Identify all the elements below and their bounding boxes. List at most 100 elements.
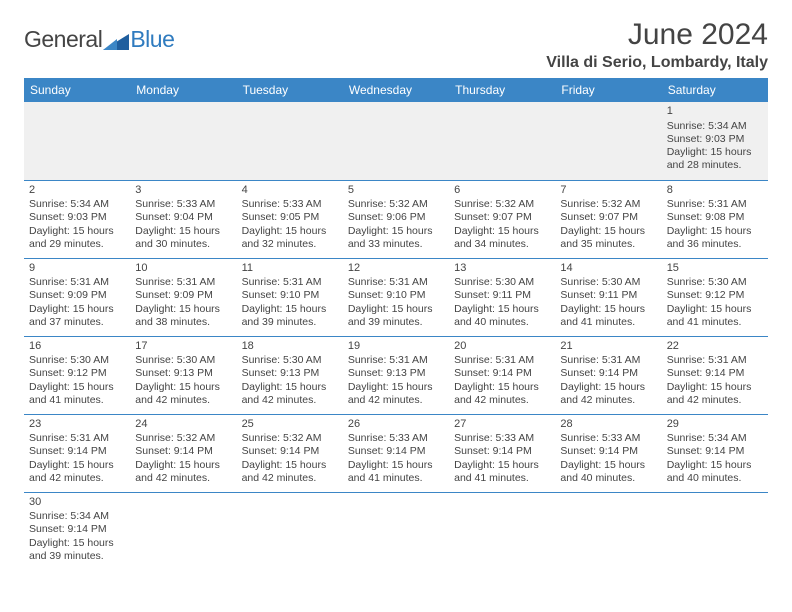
calendar-cell: 8Sunrise: 5:31 AMSunset: 9:08 PMDaylight… [662,180,768,258]
calendar-row: 9Sunrise: 5:31 AMSunset: 9:09 PMDaylight… [24,258,768,336]
daylight-text: and 40 minutes. [560,472,656,485]
day-number: 28 [560,418,656,432]
daylight-text: and 42 minutes. [560,394,656,407]
day-number: 18 [242,340,338,354]
calendar-cell [24,102,130,180]
sunset-text: Sunset: 9:13 PM [242,367,338,380]
day-number: 8 [667,184,763,198]
day-number: 22 [667,340,763,354]
day-number: 23 [29,418,125,432]
daylight-text: Daylight: 15 hours [242,303,338,316]
header: General Blue June 2024 Villa di Serio, L… [24,18,768,72]
sunrise-text: Sunrise: 5:31 AM [29,432,125,445]
sunrise-text: Sunrise: 5:31 AM [348,276,444,289]
daylight-text: Daylight: 15 hours [135,225,231,238]
sunset-text: Sunset: 9:14 PM [454,445,550,458]
day-number: 13 [454,262,550,276]
daylight-text: and 42 minutes. [348,394,444,407]
weekday-header: Wednesday [343,78,449,102]
day-number: 24 [135,418,231,432]
daylight-text: Daylight: 15 hours [348,225,444,238]
sunset-text: Sunset: 9:12 PM [667,289,763,302]
daylight-text: and 40 minutes. [667,472,763,485]
sunrise-text: Sunrise: 5:31 AM [667,198,763,211]
sunset-text: Sunset: 9:10 PM [348,289,444,302]
daylight-text: and 42 minutes. [667,394,763,407]
daylight-text: and 41 minutes. [29,394,125,407]
sunset-text: Sunset: 9:07 PM [454,211,550,224]
calendar-row: 1Sunrise: 5:34 AMSunset: 9:03 PMDaylight… [24,102,768,180]
calendar-cell: 19Sunrise: 5:31 AMSunset: 9:13 PMDayligh… [343,336,449,414]
calendar-cell [449,492,555,570]
calendar-cell: 3Sunrise: 5:33 AMSunset: 9:04 PMDaylight… [130,180,236,258]
sunrise-text: Sunrise: 5:34 AM [29,198,125,211]
day-number: 12 [348,262,444,276]
day-number: 27 [454,418,550,432]
sunset-text: Sunset: 9:09 PM [135,289,231,302]
daylight-text: Daylight: 15 hours [560,381,656,394]
sunset-text: Sunset: 9:14 PM [29,523,125,536]
day-number: 11 [242,262,338,276]
daylight-text: and 42 minutes. [135,394,231,407]
sunset-text: Sunset: 9:09 PM [29,289,125,302]
daylight-text: Daylight: 15 hours [29,303,125,316]
calendar-cell: 23Sunrise: 5:31 AMSunset: 9:14 PMDayligh… [24,414,130,492]
sunset-text: Sunset: 9:11 PM [560,289,656,302]
month-title: June 2024 [546,18,768,52]
daylight-text: and 28 minutes. [667,159,763,172]
calendar-cell: 25Sunrise: 5:32 AMSunset: 9:14 PMDayligh… [237,414,343,492]
daylight-text: Daylight: 15 hours [667,146,763,159]
sunrise-text: Sunrise: 5:31 AM [667,354,763,367]
day-number: 4 [242,184,338,198]
calendar-cell: 4Sunrise: 5:33 AMSunset: 9:05 PMDaylight… [237,180,343,258]
calendar-cell [237,102,343,180]
daylight-text: and 41 minutes. [560,316,656,329]
sunset-text: Sunset: 9:06 PM [348,211,444,224]
sunrise-text: Sunrise: 5:31 AM [560,354,656,367]
calendar-cell: 13Sunrise: 5:30 AMSunset: 9:11 PMDayligh… [449,258,555,336]
sunrise-text: Sunrise: 5:33 AM [560,432,656,445]
daylight-text: Daylight: 15 hours [560,225,656,238]
weekday-header: Monday [130,78,236,102]
sunset-text: Sunset: 9:14 PM [135,445,231,458]
sunset-text: Sunset: 9:14 PM [560,445,656,458]
day-number: 10 [135,262,231,276]
calendar-cell: 22Sunrise: 5:31 AMSunset: 9:14 PMDayligh… [662,336,768,414]
calendar-cell: 1Sunrise: 5:34 AMSunset: 9:03 PMDaylight… [662,102,768,180]
daylight-text: Daylight: 15 hours [242,381,338,394]
daylight-text: Daylight: 15 hours [454,225,550,238]
weekday-header-row: Sunday Monday Tuesday Wednesday Thursday… [24,78,768,102]
calendar-cell [449,102,555,180]
weekday-header: Friday [555,78,661,102]
sunrise-text: Sunrise: 5:34 AM [29,510,125,523]
daylight-text: and 42 minutes. [454,394,550,407]
calendar-cell: 14Sunrise: 5:30 AMSunset: 9:11 PMDayligh… [555,258,661,336]
sunset-text: Sunset: 9:14 PM [29,445,125,458]
calendar-row: 30Sunrise: 5:34 AMSunset: 9:14 PMDayligh… [24,492,768,570]
calendar-cell: 10Sunrise: 5:31 AMSunset: 9:09 PMDayligh… [130,258,236,336]
day-number: 20 [454,340,550,354]
sunset-text: Sunset: 9:12 PM [29,367,125,380]
calendar-cell: 12Sunrise: 5:31 AMSunset: 9:10 PMDayligh… [343,258,449,336]
sunset-text: Sunset: 9:13 PM [348,367,444,380]
weekday-header: Tuesday [237,78,343,102]
daylight-text: Daylight: 15 hours [454,459,550,472]
day-number: 9 [29,262,125,276]
sunrise-text: Sunrise: 5:31 AM [348,354,444,367]
calendar-cell: 27Sunrise: 5:33 AMSunset: 9:14 PMDayligh… [449,414,555,492]
daylight-text: Daylight: 15 hours [29,225,125,238]
daylight-text: Daylight: 15 hours [135,303,231,316]
sunrise-text: Sunrise: 5:32 AM [348,198,444,211]
day-number: 3 [135,184,231,198]
daylight-text: and 42 minutes. [242,394,338,407]
sunrise-text: Sunrise: 5:30 AM [560,276,656,289]
calendar-cell: 28Sunrise: 5:33 AMSunset: 9:14 PMDayligh… [555,414,661,492]
calendar-cell: 2Sunrise: 5:34 AMSunset: 9:03 PMDaylight… [24,180,130,258]
daylight-text: Daylight: 15 hours [667,303,763,316]
sunset-text: Sunset: 9:03 PM [667,133,763,146]
daylight-text: and 37 minutes. [29,316,125,329]
sunset-text: Sunset: 9:14 PM [348,445,444,458]
daylight-text: Daylight: 15 hours [242,225,338,238]
calendar-cell [555,492,661,570]
calendar-cell [343,102,449,180]
